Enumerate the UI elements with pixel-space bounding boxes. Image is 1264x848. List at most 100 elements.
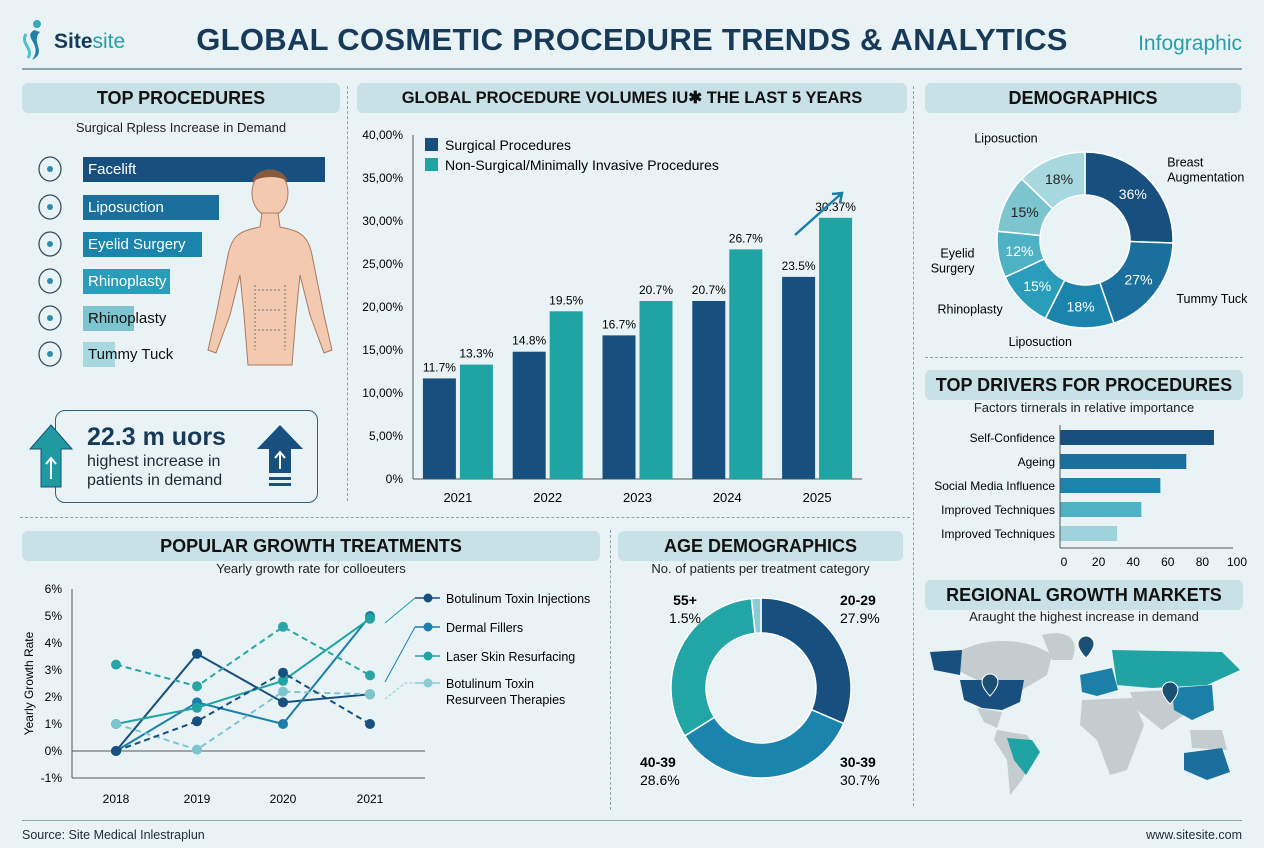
data-point	[365, 670, 375, 681]
legend-marker	[423, 678, 433, 688]
map-region-russia	[1112, 650, 1240, 688]
x-tick-label: 20	[1092, 555, 1106, 569]
data-point	[111, 659, 121, 670]
data-label: 30.37%	[815, 200, 856, 214]
y-tick-label: 4%	[45, 636, 63, 650]
x-tick-label: 60	[1161, 555, 1175, 569]
divider	[347, 86, 348, 501]
eye-icon	[32, 229, 68, 259]
driver-bar	[1060, 430, 1214, 445]
y-tick-label: 0%	[386, 472, 404, 486]
data-point	[365, 689, 375, 700]
map-region-usa	[960, 680, 1024, 710]
slice-label: Liposuction	[1009, 335, 1072, 349]
slice-value: 15%	[1023, 278, 1051, 294]
divider	[20, 517, 910, 518]
y-tick-label: 6%	[45, 582, 63, 596]
legend-label: Botulinum Toxin	[446, 677, 534, 691]
driver-bar	[1060, 502, 1142, 517]
map-region-mexico	[977, 708, 1002, 728]
x-tick-label: 2021	[357, 792, 384, 806]
footer-url[interactable]: www.sitesite.com	[1146, 828, 1242, 842]
age-label: 20-29	[840, 592, 876, 608]
stat-card: 22.3 m uors highest increase in patients…	[55, 410, 318, 503]
legend-marker	[423, 651, 433, 661]
volumes-bar-chart: 0% 5,00% 10,00% 15,00% 20,00% 25,00% 30,00% 35,…	[362, 128, 862, 505]
slice-value: 15%	[1011, 204, 1039, 220]
data-label: 11.7%	[423, 360, 456, 374]
slice-value: 27%	[1125, 271, 1153, 287]
demographics-donut-chart: 36% Breast Augmentation 27% Tummy Tuck 18% Lip…	[931, 131, 1248, 349]
leader-line	[384, 626, 416, 683]
y-tick-label: 25,00%	[362, 257, 403, 271]
slice-label: Rhinoplasty	[937, 303, 1003, 317]
data-point	[278, 719, 288, 729]
donut-slice	[1084, 151, 1174, 244]
stat-line: patients in demand	[87, 472, 223, 489]
panel-heading: TOP DRIVERS FOR PROCEDURES	[925, 370, 1243, 400]
donut-slice	[683, 708, 845, 779]
data-point	[278, 675, 288, 686]
driver-label: Social Media Influence	[934, 479, 1055, 493]
y-tick-label: 1%	[45, 717, 63, 731]
data-point	[278, 686, 288, 697]
x-tick-label: 2019	[184, 792, 211, 806]
panel-heading: AGE DEMOGRAPHICS	[618, 531, 903, 561]
age-value: 30.7%	[840, 772, 880, 788]
data-label: 16.7%	[602, 317, 636, 331]
y-tick-label: 5%	[45, 609, 63, 623]
panel-subtitle: Factors tirnerals in relative importance	[973, 400, 1195, 415]
slice-value: 12%	[1005, 243, 1033, 259]
data-point	[278, 697, 288, 708]
footer-divider	[22, 820, 1242, 821]
panel-subtitle: No. of patients per treatment category	[651, 561, 870, 576]
slice-label: Breast Augmentation	[1167, 155, 1244, 184]
map-pin-icon	[1077, 635, 1095, 659]
driver-label: Self-Confidence	[970, 431, 1056, 445]
bar	[692, 300, 726, 479]
data-point	[192, 648, 202, 659]
slice-label: Liposuction	[974, 131, 1037, 145]
footer-source: Source: Site Medical Inlestraplun	[22, 828, 205, 842]
legend-label: Surgical Procedures	[445, 137, 571, 153]
x-tick-label: 80	[1196, 555, 1210, 569]
body-illustration	[207, 169, 333, 366]
up-arrow-icon	[28, 424, 74, 488]
panel-heading: REGIONAL GROWTH MARKETS	[925, 580, 1243, 610]
map-region-alaska	[930, 650, 962, 675]
x-tick-label: 2023	[623, 490, 652, 505]
data-point	[192, 716, 202, 727]
y-tick-label: 15,00%	[362, 343, 403, 357]
data-label: 20.7%	[692, 283, 726, 297]
panel-heading: TOP PROCEDURES	[22, 83, 340, 113]
legend-marker	[423, 593, 433, 603]
y-tick-label: 2%	[45, 690, 63, 704]
data-point	[192, 681, 202, 692]
series-line	[115, 671, 371, 752]
driver-bar	[1060, 478, 1161, 493]
procedure-bar: Rhinoplasty	[83, 306, 166, 331]
slice-label: Eyelid Surgery	[931, 247, 976, 276]
y-tick-label: -1%	[41, 771, 63, 785]
trend-arrow-icon	[794, 191, 844, 236]
x-tick-label: 2025	[803, 490, 832, 505]
age-donut-chart: 20-29 27.9% 30-39 30.7% 40-39 28.6% 55+ 1.5%	[640, 592, 880, 788]
y-tick-label: 20,00%	[362, 300, 403, 314]
y-axis-label: Yearly Growth Rate	[22, 631, 36, 735]
drivers-bar-chart: Self-Confidence Ageing Social Media Influe…	[934, 425, 1247, 569]
bar	[512, 351, 546, 479]
procedure-bar: Rhinoplasty	[83, 269, 171, 294]
divider	[925, 357, 1243, 358]
procedure-bar: Tummy Tuck	[83, 342, 173, 367]
data-point	[111, 719, 121, 729]
map-region-southeast-asia	[1190, 730, 1227, 750]
slice-label: Tummy Tuck	[1176, 292, 1248, 306]
logo-text: Sitesite	[54, 30, 126, 53]
legend-label: Resurveen Therapies	[446, 693, 565, 707]
legend-swatch	[425, 138, 438, 151]
bar	[459, 364, 493, 479]
procedure-bar: Liposuction	[83, 195, 219, 220]
driver-bar	[1060, 454, 1187, 469]
map-region-greenland	[1042, 633, 1075, 660]
x-tick-label: 0	[1061, 555, 1068, 569]
